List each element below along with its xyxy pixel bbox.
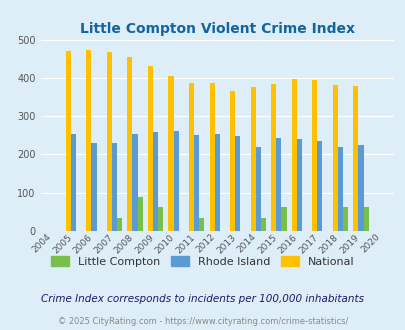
Bar: [199, 218, 204, 231]
Bar: [112, 143, 117, 231]
Bar: [158, 207, 163, 231]
Bar: [71, 134, 76, 231]
Bar: [132, 134, 137, 231]
Title: Little Compton Violent Crime Index: Little Compton Violent Crime Index: [79, 22, 354, 36]
Bar: [332, 85, 337, 231]
Bar: [311, 80, 317, 231]
Bar: [173, 131, 178, 231]
Bar: [194, 135, 199, 231]
Bar: [147, 66, 153, 231]
Legend: Little Compton, Rhode Island, National: Little Compton, Rhode Island, National: [51, 256, 354, 267]
Bar: [296, 139, 301, 231]
Bar: [352, 85, 358, 231]
Bar: [317, 142, 322, 231]
Bar: [250, 87, 255, 231]
Text: Crime Index corresponds to incidents per 100,000 inhabitants: Crime Index corresponds to incidents per…: [41, 294, 364, 304]
Bar: [291, 79, 296, 231]
Bar: [117, 218, 122, 231]
Bar: [209, 83, 214, 231]
Text: © 2025 CityRating.com - https://www.cityrating.com/crime-statistics/: © 2025 CityRating.com - https://www.city…: [58, 317, 347, 326]
Bar: [281, 207, 286, 231]
Bar: [188, 83, 194, 231]
Bar: [337, 147, 342, 231]
Bar: [214, 134, 219, 231]
Bar: [86, 50, 91, 231]
Bar: [137, 197, 143, 231]
Bar: [230, 90, 234, 231]
Bar: [153, 132, 158, 231]
Bar: [107, 52, 112, 231]
Bar: [362, 207, 368, 231]
Bar: [271, 84, 275, 231]
Bar: [66, 51, 71, 231]
Bar: [275, 138, 281, 231]
Bar: [168, 76, 173, 231]
Bar: [91, 143, 96, 231]
Bar: [260, 218, 265, 231]
Bar: [234, 136, 240, 231]
Bar: [255, 147, 260, 231]
Bar: [358, 145, 362, 231]
Bar: [127, 57, 132, 231]
Bar: [342, 207, 347, 231]
